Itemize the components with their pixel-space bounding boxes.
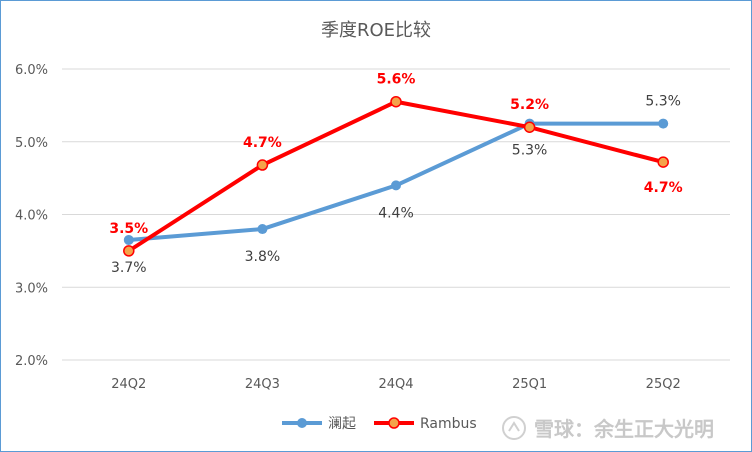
data-labels-layer: 3.7% 3.8% 4.4% 5.3% 5.3% 3.5% 4.7% 5.6% 5.2% 4.7%: [109, 72, 682, 276]
x-tick-label: 25Q1: [512, 377, 547, 392]
data-label: 4.4%: [378, 205, 414, 221]
legend-marker: [297, 418, 307, 428]
data-label: 5.6%: [377, 72, 416, 88]
y-tick-label: 2.0%: [15, 354, 48, 369]
data-label: 4.7%: [243, 135, 282, 151]
watermark-logo-icon: [502, 416, 526, 440]
y-tick-label: 6.0%: [15, 63, 48, 78]
chart-title: 季度ROE比较: [321, 20, 431, 41]
gridlines: [62, 68, 730, 361]
y-tick-label: 5.0%: [15, 136, 48, 151]
data-label: 5.2%: [510, 97, 549, 113]
y-tick-label: 3.0%: [15, 281, 48, 296]
data-label: 5.3%: [645, 94, 681, 110]
x-axis-ticks: 24Q2 24Q3 24Q4 25Q1 25Q2: [111, 377, 680, 392]
data-label: 3.5%: [109, 221, 148, 237]
data-point: [256, 159, 269, 171]
legend-marker: [388, 417, 400, 429]
watermark: 雪球：余生正大光明: [502, 416, 714, 441]
y-axis-ticks: 2.0% 3.0% 4.0% 5.0% 6.0%: [15, 63, 48, 369]
legend-label: 澜起: [328, 416, 356, 432]
legend-label: Rambus: [420, 416, 477, 432]
data-point: [390, 95, 402, 108]
data-label: 3.8%: [245, 249, 281, 265]
x-tick-label: 24Q2: [111, 377, 146, 392]
data-point: [123, 245, 135, 257]
legend: 澜起 Rambus: [282, 416, 477, 432]
data-label: 5.3%: [512, 143, 548, 159]
data-point: [123, 234, 134, 245]
series-layer: [123, 95, 669, 257]
data-point: [658, 118, 669, 129]
data-point: [657, 156, 669, 168]
data-label: 4.7%: [644, 180, 683, 196]
data-point: [391, 180, 401, 191]
x-tick-label: 25Q2: [646, 377, 681, 392]
data-label: 3.7%: [111, 260, 147, 276]
y-tick-label: 4.0%: [15, 209, 48, 224]
x-tick-label: 24Q3: [245, 377, 280, 392]
data-point: [523, 121, 536, 133]
x-tick-label: 24Q4: [378, 377, 413, 392]
data-point: [257, 224, 268, 235]
watermark-text: 雪球：余生正大光明: [534, 417, 714, 441]
